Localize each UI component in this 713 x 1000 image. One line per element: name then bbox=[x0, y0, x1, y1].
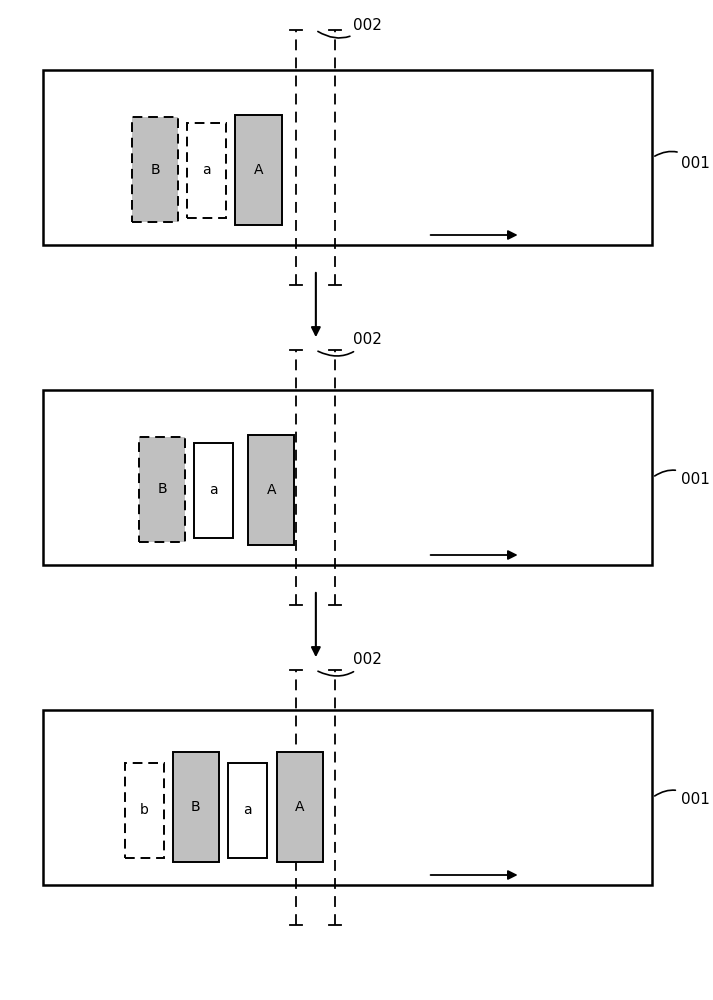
Text: A: A bbox=[295, 800, 304, 814]
Text: A: A bbox=[254, 163, 263, 177]
Bar bbox=[125, 763, 164, 858]
Bar bbox=[43, 70, 652, 245]
Bar bbox=[277, 752, 323, 862]
Text: 001: 001 bbox=[655, 151, 709, 170]
Text: B: B bbox=[158, 483, 167, 496]
Bar bbox=[235, 115, 282, 225]
Text: a: a bbox=[209, 484, 218, 497]
Text: 001: 001 bbox=[655, 790, 709, 808]
Bar bbox=[139, 437, 185, 542]
Text: 002: 002 bbox=[318, 17, 381, 38]
Text: a: a bbox=[243, 804, 252, 818]
Bar bbox=[228, 763, 267, 858]
Text: b: b bbox=[140, 804, 149, 818]
Text: B: B bbox=[191, 800, 200, 814]
Text: a: a bbox=[202, 163, 211, 178]
Bar bbox=[187, 123, 226, 218]
Bar bbox=[43, 710, 652, 885]
Bar bbox=[173, 752, 219, 862]
Text: 002: 002 bbox=[318, 332, 381, 356]
Bar bbox=[43, 390, 652, 565]
Bar bbox=[132, 117, 178, 222]
Bar bbox=[194, 443, 233, 538]
Text: 001: 001 bbox=[655, 470, 709, 488]
Text: B: B bbox=[150, 162, 160, 176]
Text: 002: 002 bbox=[318, 652, 381, 676]
Text: A: A bbox=[267, 483, 276, 497]
Bar bbox=[248, 435, 294, 545]
